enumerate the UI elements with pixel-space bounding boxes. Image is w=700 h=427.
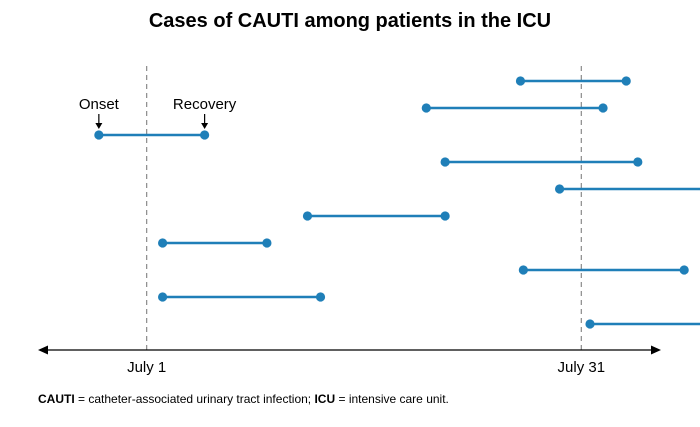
case-recovery-point-9 xyxy=(315,292,326,302)
chart-title: Cases of CAUTI among patients in the ICU xyxy=(148,10,552,32)
footnote-abbr-icu: ICU xyxy=(314,392,336,406)
case-recovery-point-4 xyxy=(633,157,643,167)
case-onset-point-8 xyxy=(518,265,528,275)
case-onset-point-2 xyxy=(421,103,431,113)
case-onset-point-7 xyxy=(158,238,168,248)
case-recovery-point-2 xyxy=(598,103,608,113)
footnote-def-cauti: = catheter-associated urinary tract infe… xyxy=(74,392,315,406)
case-onset-point-4 xyxy=(440,157,450,167)
case-recovery-point-1 xyxy=(621,76,631,86)
x-axis-left-arrow xyxy=(38,345,48,355)
case-onset-point-5 xyxy=(554,184,565,194)
x-tick-label-2: July 31 xyxy=(558,359,606,376)
annotation-arrow-head-1 xyxy=(95,123,103,129)
annotation-recovery: Recovery xyxy=(173,96,237,113)
case-onset-point-3 xyxy=(94,130,104,140)
case-recovery-point-7 xyxy=(262,238,272,248)
case-recovery-point-6 xyxy=(440,211,450,221)
case-onset-point-1 xyxy=(515,76,526,86)
case-onset-point-9 xyxy=(158,292,168,302)
x-tick-label-1: July 1 xyxy=(127,359,166,376)
x-axis-right-arrow xyxy=(651,345,661,355)
case-recovery-point-8 xyxy=(679,265,689,275)
footnote-abbr-cauti: CAUTI xyxy=(38,392,75,406)
case-onset-point-10 xyxy=(585,319,595,329)
annotation-onset: Onset xyxy=(79,96,120,113)
annotation-arrow-head-2 xyxy=(201,123,209,129)
case-onset-point-6 xyxy=(302,211,313,221)
case-recovery-point-3 xyxy=(200,130,210,140)
footnote: CAUTI = catheter-associated urinary trac… xyxy=(38,392,449,406)
footnote-def-icu: = intensive care unit. xyxy=(335,392,449,406)
